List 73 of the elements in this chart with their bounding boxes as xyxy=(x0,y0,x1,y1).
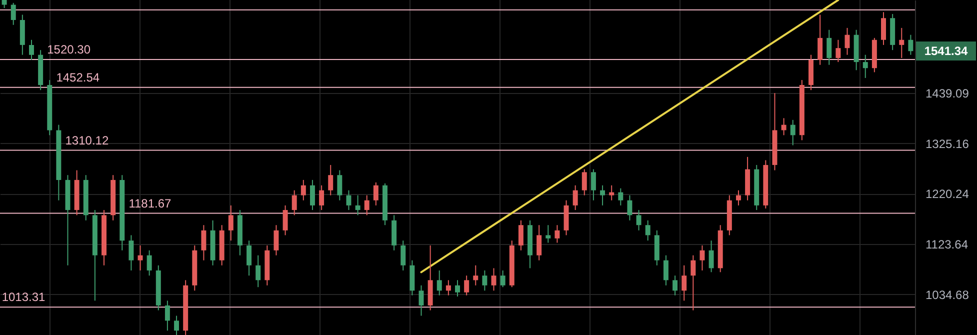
candlestick xyxy=(482,270,488,292)
candlestick xyxy=(518,220,524,251)
ref-line-label: 1452.54 xyxy=(56,70,100,84)
candlestick xyxy=(672,275,678,296)
candlestick xyxy=(682,264,687,302)
candlestick xyxy=(600,184,606,206)
candlestick xyxy=(310,179,315,211)
candlestick xyxy=(627,194,632,221)
y-tick-label: 1325.16 xyxy=(926,136,970,151)
candlestick xyxy=(274,224,279,256)
candlestick xyxy=(645,220,650,242)
candlestick xyxy=(174,315,180,335)
candlestick xyxy=(836,39,841,63)
candlestick xyxy=(256,254,261,288)
text: 1541.34 xyxy=(924,44,968,58)
candlestick xyxy=(10,2,16,26)
candlestick xyxy=(700,244,705,271)
candlestick xyxy=(400,240,406,271)
y-tick-label: 1123.64 xyxy=(926,238,968,252)
candlestick xyxy=(464,275,470,296)
candlestick xyxy=(446,280,451,296)
candlestick xyxy=(536,224,542,261)
ref-line-label: 1181.67 xyxy=(128,196,172,210)
candlestick xyxy=(582,168,587,196)
candlestick xyxy=(862,54,868,78)
candlestick xyxy=(418,284,424,316)
candlestick xyxy=(246,240,252,276)
candlestick xyxy=(491,268,496,292)
candlestick xyxy=(328,164,334,196)
candlestick xyxy=(899,27,904,59)
candlestick xyxy=(346,190,352,211)
candlestick xyxy=(881,12,886,46)
candlestick xyxy=(201,224,206,261)
candlestick xyxy=(337,170,342,201)
candlestick xyxy=(228,204,234,242)
candlestick xyxy=(146,250,152,276)
candlestick xyxy=(138,244,143,271)
candlestick xyxy=(364,194,370,216)
candlestick xyxy=(546,224,551,244)
candlestick xyxy=(500,270,506,288)
candlestick xyxy=(708,240,714,273)
candlestick xyxy=(554,224,560,244)
candlestick xyxy=(319,184,324,211)
candlestick xyxy=(292,190,297,216)
candlestick xyxy=(282,204,288,236)
candlestick xyxy=(473,264,478,286)
ref-line-label: 1013.31 xyxy=(2,290,46,304)
candlestick xyxy=(436,270,442,296)
candlestick xyxy=(826,29,832,66)
candlestick xyxy=(818,14,823,66)
candlestick xyxy=(690,254,696,311)
ref-line-label: 1520.30 xyxy=(47,42,91,57)
ref-line-label: 1310.12 xyxy=(65,133,109,148)
candlestick xyxy=(609,184,614,201)
candlestick xyxy=(908,34,914,56)
candlestick xyxy=(618,188,624,206)
candlestick xyxy=(736,190,741,206)
candlestick xyxy=(29,39,34,61)
candlestick xyxy=(790,119,796,146)
candlestick xyxy=(663,254,668,286)
candlestick xyxy=(373,182,378,206)
candlestick xyxy=(590,168,596,201)
candlestick xyxy=(128,234,134,271)
candlestick xyxy=(164,300,170,332)
candlestick xyxy=(355,194,360,216)
candlestick xyxy=(455,280,460,298)
candlestick xyxy=(636,210,642,231)
candlestick xyxy=(300,179,306,201)
y-tick-label: 1439.09 xyxy=(926,86,970,101)
candlestick xyxy=(781,118,786,136)
y-tick-label: 1034.68 xyxy=(926,288,970,302)
candlestick xyxy=(572,184,578,211)
y-tick-label: 1220.24 xyxy=(926,187,970,202)
